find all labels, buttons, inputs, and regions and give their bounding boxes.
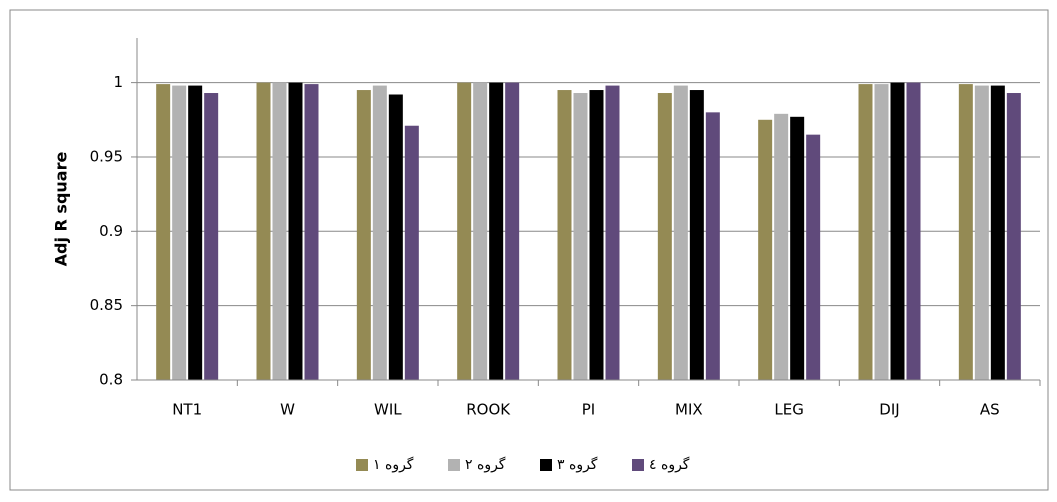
bar <box>673 85 688 380</box>
bar <box>589 90 604 380</box>
y-tick-label: 1 <box>113 73 123 91</box>
bar <box>806 134 821 380</box>
bar <box>890 82 905 380</box>
y-tick-label: 0.9 <box>99 222 123 240</box>
legend-label: گروه ۲ <box>465 456 506 473</box>
y-tick-label: 0.85 <box>90 296 123 314</box>
y-tick-label: 0.8 <box>99 371 123 389</box>
bar <box>774 113 789 381</box>
bar <box>272 82 287 380</box>
bar <box>758 119 773 381</box>
bar <box>505 82 520 380</box>
bar <box>256 82 271 380</box>
bar <box>990 85 1005 380</box>
bar <box>204 93 219 380</box>
bar <box>858 84 873 381</box>
bar <box>489 82 504 380</box>
bar <box>689 90 704 380</box>
x-tick-label: PI <box>582 401 595 419</box>
legend-label: گروه ٤ <box>649 456 690 473</box>
x-tick-label: LEG <box>774 401 803 419</box>
y-tick-label: 0.95 <box>90 147 123 165</box>
bar <box>874 84 889 381</box>
bar <box>457 82 472 380</box>
bar <box>790 116 805 381</box>
bar <box>605 85 620 380</box>
bar <box>1006 93 1021 380</box>
x-tick-label: DIJ <box>879 401 899 419</box>
bar <box>573 93 588 380</box>
bar <box>958 84 973 381</box>
x-tick-label: NT1 <box>172 401 202 419</box>
bar <box>172 85 187 380</box>
legend-swatch <box>540 459 552 471</box>
bar <box>473 82 488 380</box>
bar <box>356 90 371 380</box>
bar <box>188 85 203 380</box>
x-tick-label: AS <box>980 401 1000 419</box>
bar <box>557 90 572 380</box>
bar <box>404 125 419 380</box>
bar <box>657 93 672 380</box>
bar <box>288 82 303 380</box>
bar <box>372 85 387 380</box>
x-tick-label: MIX <box>675 401 703 419</box>
x-tick-label: WIL <box>374 401 402 419</box>
legend-swatch <box>356 459 368 471</box>
bar <box>705 112 720 380</box>
legend-swatch <box>632 459 644 471</box>
x-tick-label: W <box>280 401 295 419</box>
legend-label: گروه ۳ <box>557 456 598 473</box>
x-tick-label: ROOK <box>466 401 511 419</box>
bar <box>304 84 319 381</box>
bar <box>974 85 989 380</box>
bar <box>388 94 403 381</box>
legend-label: گروه ۱ <box>373 456 414 473</box>
y-axis-label: Adj R square <box>52 152 71 267</box>
bar <box>156 84 171 381</box>
legend-swatch <box>448 459 460 471</box>
bar <box>906 82 921 380</box>
